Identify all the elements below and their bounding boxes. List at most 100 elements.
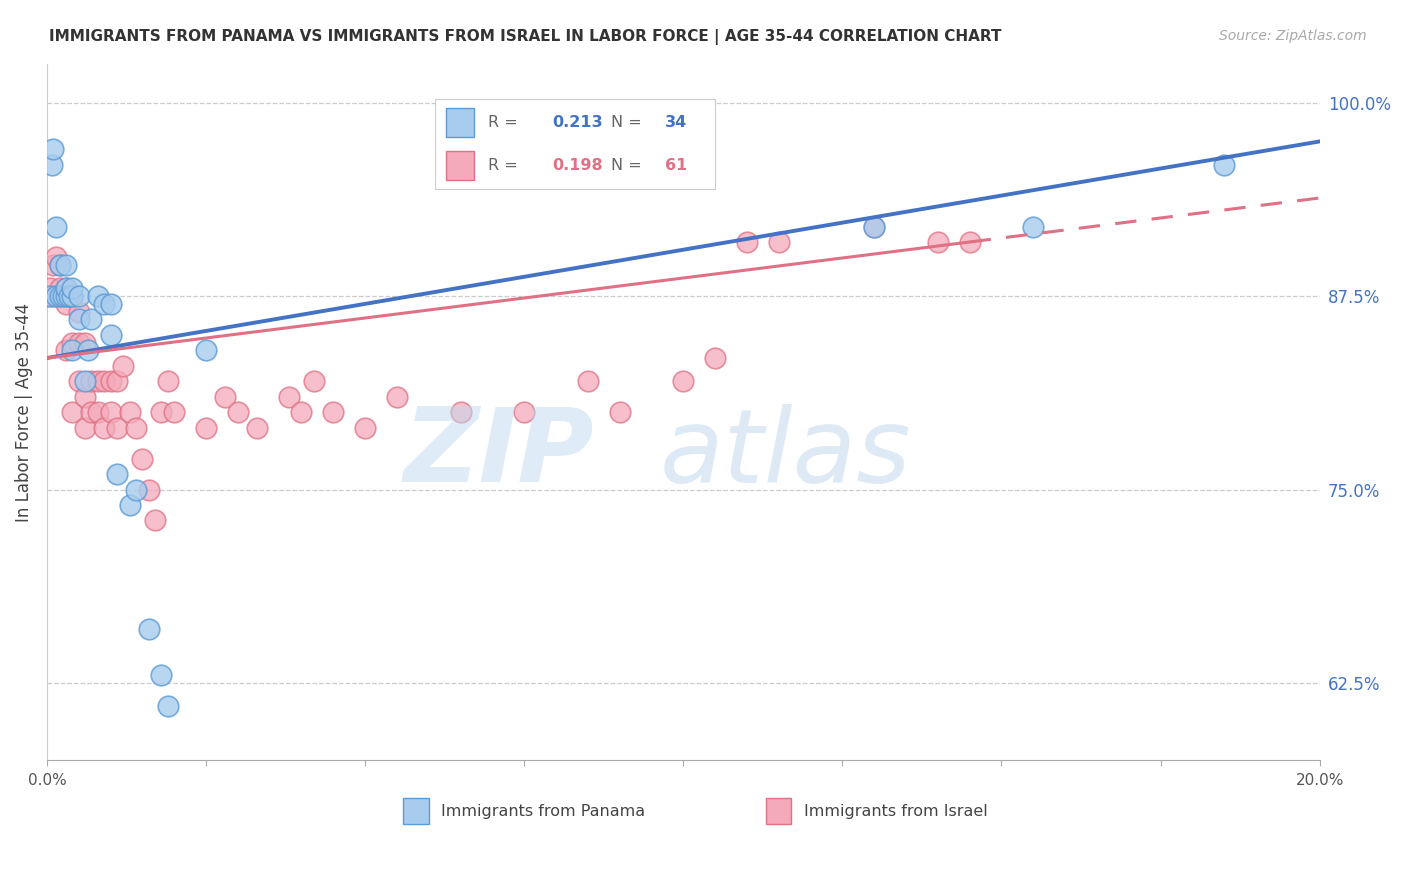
Point — [513, 405, 536, 419]
Point — [138, 483, 160, 497]
Point — [93, 374, 115, 388]
Point — [156, 699, 179, 714]
Point — [42, 289, 65, 303]
Point — [576, 374, 599, 388]
Point — [60, 335, 83, 350]
Point — [863, 219, 886, 234]
Point — [385, 390, 408, 404]
Point — [863, 219, 886, 234]
Point — [60, 405, 83, 419]
Point — [290, 405, 312, 419]
Point — [112, 359, 135, 373]
Point — [75, 420, 97, 434]
Point — [118, 498, 141, 512]
Point — [67, 312, 90, 326]
Bar — [404, 797, 429, 824]
Point — [768, 235, 790, 249]
Point — [672, 374, 695, 388]
Point — [150, 405, 173, 419]
Point — [60, 281, 83, 295]
Point — [226, 405, 249, 419]
Point — [55, 343, 77, 358]
Point — [163, 405, 186, 419]
Bar — [766, 797, 792, 824]
Point — [87, 289, 110, 303]
Point — [48, 289, 70, 303]
Point — [45, 251, 67, 265]
Point — [125, 420, 148, 434]
Point — [60, 289, 83, 303]
Point — [75, 390, 97, 404]
Point — [195, 420, 218, 434]
Point — [100, 297, 122, 311]
Point — [105, 467, 128, 481]
Point — [60, 289, 83, 303]
Point — [67, 335, 90, 350]
Point — [246, 420, 269, 434]
Point — [41, 158, 63, 172]
Text: ZIP: ZIP — [404, 403, 595, 505]
Point — [214, 390, 236, 404]
Point — [42, 258, 65, 272]
Point — [48, 258, 70, 272]
Point — [75, 335, 97, 350]
Point — [58, 289, 80, 303]
Point — [735, 235, 758, 249]
Point — [93, 420, 115, 434]
Point — [45, 289, 67, 303]
Point — [52, 289, 75, 303]
Point — [125, 483, 148, 497]
Point — [75, 374, 97, 388]
Point — [354, 420, 377, 434]
Point — [60, 343, 83, 358]
Point — [67, 289, 90, 303]
Point — [609, 405, 631, 419]
Point — [105, 374, 128, 388]
Point — [80, 405, 103, 419]
Point — [55, 281, 77, 295]
Point — [55, 258, 77, 272]
Point — [195, 343, 218, 358]
Y-axis label: In Labor Force | Age 35-44: In Labor Force | Age 35-44 — [15, 302, 32, 522]
Point — [1213, 158, 1236, 172]
Point — [77, 343, 100, 358]
Point — [55, 289, 77, 303]
Point — [80, 374, 103, 388]
Point — [450, 405, 472, 419]
Point — [138, 622, 160, 636]
Point — [277, 390, 299, 404]
Point — [87, 405, 110, 419]
Point — [39, 289, 62, 303]
Point — [58, 289, 80, 303]
Point — [48, 281, 70, 295]
Point — [35, 289, 58, 303]
Point — [55, 281, 77, 295]
Point — [100, 374, 122, 388]
Point — [67, 304, 90, 318]
Point — [48, 289, 70, 303]
Point — [118, 405, 141, 419]
Text: Immigrants from Panama: Immigrants from Panama — [441, 804, 645, 819]
Point — [927, 235, 949, 249]
Point — [39, 281, 62, 295]
Text: Source: ZipAtlas.com: Source: ZipAtlas.com — [1219, 29, 1367, 43]
Point — [45, 219, 67, 234]
Point — [1022, 219, 1045, 234]
Text: atlas: atlas — [659, 404, 911, 504]
Point — [100, 327, 122, 342]
Point — [100, 405, 122, 419]
Point — [156, 374, 179, 388]
Point — [150, 668, 173, 682]
Point — [302, 374, 325, 388]
Point — [55, 297, 77, 311]
Point — [48, 258, 70, 272]
Point — [143, 513, 166, 527]
Point — [93, 297, 115, 311]
Point — [959, 235, 981, 249]
Point — [87, 374, 110, 388]
Point — [105, 420, 128, 434]
Point — [704, 351, 727, 365]
Text: IMMIGRANTS FROM PANAMA VS IMMIGRANTS FROM ISRAEL IN LABOR FORCE | AGE 35-44 CORR: IMMIGRANTS FROM PANAMA VS IMMIGRANTS FRO… — [49, 29, 1001, 45]
Point — [322, 405, 344, 419]
Point — [131, 451, 153, 466]
